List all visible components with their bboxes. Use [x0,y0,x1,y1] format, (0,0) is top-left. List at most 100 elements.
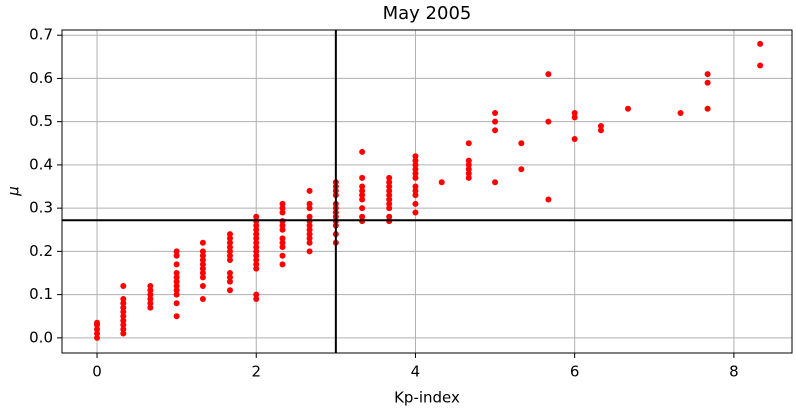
point [386,213,393,220]
point [412,157,419,164]
plot-frame [61,29,793,354]
point [597,127,604,134]
point [120,304,127,311]
point [147,291,154,298]
point [306,205,313,212]
y-tick-label: 0.6 [29,69,53,87]
point [359,205,366,212]
point [226,287,233,294]
point [279,200,286,207]
point [253,235,260,242]
point [279,222,286,229]
point [173,278,180,285]
point [704,79,711,86]
point [253,257,260,264]
point [545,118,552,125]
point [199,265,206,272]
point [545,196,552,203]
x-tick-label: 0 [92,363,102,381]
x-axis-label: Kp-index [394,389,460,407]
point [199,295,206,302]
point [412,200,419,207]
point [199,239,206,246]
point [173,300,180,307]
point [306,187,313,194]
point [306,226,313,233]
point [226,231,233,238]
point [492,179,499,186]
point [199,261,206,268]
point [253,265,260,272]
point [359,192,366,199]
point [120,313,127,320]
point [173,261,180,268]
point [571,110,578,117]
y-tick-label: 0.7 [29,26,53,44]
point [465,140,472,147]
point [120,321,127,328]
point [253,244,260,251]
point [94,326,101,333]
point [359,213,366,220]
point [120,330,127,337]
point [226,239,233,246]
point [386,196,393,203]
point [306,239,313,246]
point [412,187,419,194]
y-tick-label: 0.3 [29,199,53,217]
point [386,187,393,194]
point [438,179,445,186]
point [253,248,260,255]
point [386,200,393,207]
point [545,71,552,78]
point [226,278,233,285]
point [412,209,419,216]
point [253,231,260,238]
point [279,261,286,268]
point [173,313,180,320]
point [226,235,233,242]
x-tick-label: 8 [729,363,739,381]
point [465,161,472,168]
point [757,40,764,47]
point [147,304,154,311]
point [386,192,393,199]
point [279,252,286,259]
point [173,248,180,255]
point [94,334,101,341]
point [412,170,419,177]
point [465,166,472,173]
point [306,231,313,238]
point [199,274,206,281]
point [518,140,525,147]
point [253,295,260,302]
point [279,235,286,242]
point [226,244,233,251]
point [253,261,260,268]
point [571,114,578,121]
point [173,287,180,294]
point [359,187,366,194]
point [412,153,419,160]
point [173,270,180,277]
point [253,239,260,246]
point [279,239,286,246]
point [279,244,286,251]
point [306,213,313,220]
point [173,252,180,259]
point [120,308,127,315]
point [279,205,286,212]
point [359,196,366,203]
point [199,270,206,277]
point [625,105,632,112]
point [386,183,393,190]
point [412,183,419,190]
y-tick-label: 0.2 [29,242,53,260]
point [199,252,206,259]
point [386,179,393,186]
point [173,282,180,289]
point [226,274,233,281]
point [147,287,154,294]
point [571,135,578,142]
